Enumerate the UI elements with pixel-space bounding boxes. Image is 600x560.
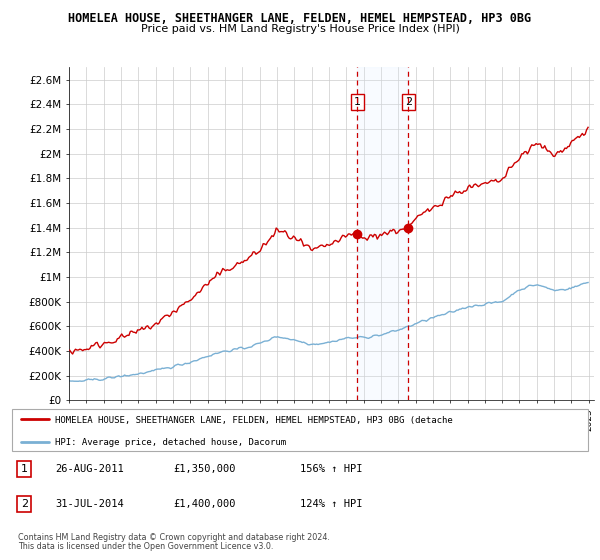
FancyBboxPatch shape xyxy=(12,409,588,451)
Text: Contains HM Land Registry data © Crown copyright and database right 2024.: Contains HM Land Registry data © Crown c… xyxy=(18,533,330,542)
Text: 1: 1 xyxy=(354,97,361,107)
Text: This data is licensed under the Open Government Licence v3.0.: This data is licensed under the Open Gov… xyxy=(18,542,274,551)
Bar xyxy=(358,67,408,400)
Text: 26-AUG-2011: 26-AUG-2011 xyxy=(55,464,124,474)
Text: 2: 2 xyxy=(20,499,28,509)
Text: Price paid vs. HM Land Registry's House Price Index (HPI): Price paid vs. HM Land Registry's House … xyxy=(140,24,460,34)
Text: 124% ↑ HPI: 124% ↑ HPI xyxy=(300,499,362,509)
Text: 31-JUL-2014: 31-JUL-2014 xyxy=(55,499,124,509)
Text: HPI: Average price, detached house, Dacorum: HPI: Average price, detached house, Daco… xyxy=(55,438,286,447)
Text: 2: 2 xyxy=(404,97,412,107)
Text: HOMELEA HOUSE, SHEETHANGER LANE, FELDEN, HEMEL HEMPSTEAD, HP3 0BG: HOMELEA HOUSE, SHEETHANGER LANE, FELDEN,… xyxy=(68,12,532,25)
Text: 1: 1 xyxy=(20,464,28,474)
Text: HOMELEA HOUSE, SHEETHANGER LANE, FELDEN, HEMEL HEMPSTEAD, HP3 0BG (detache: HOMELEA HOUSE, SHEETHANGER LANE, FELDEN,… xyxy=(55,416,453,424)
Text: £1,350,000: £1,350,000 xyxy=(173,464,236,474)
Text: 156% ↑ HPI: 156% ↑ HPI xyxy=(300,464,362,474)
Text: £1,400,000: £1,400,000 xyxy=(173,499,236,509)
